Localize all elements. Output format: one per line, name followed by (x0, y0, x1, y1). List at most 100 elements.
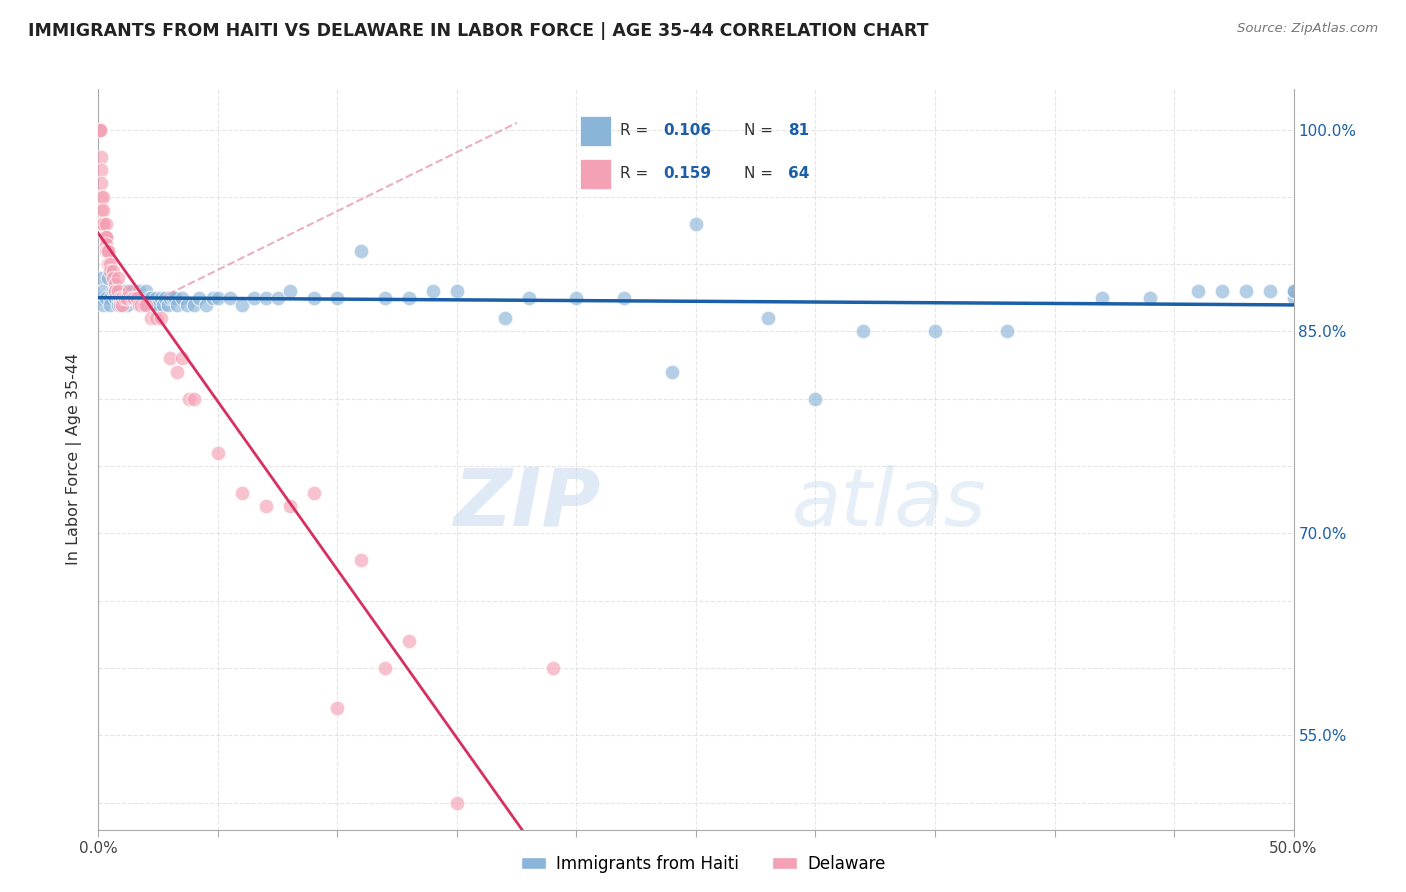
Point (231, 486, 253, 500)
Point (98, 257, 122, 271)
Point (97, 257, 120, 271)
Point (374, 291, 396, 305)
Point (159, 291, 181, 305)
Point (101, 264, 124, 278)
Point (125, 291, 148, 305)
Point (302, 486, 325, 500)
Point (166, 297, 188, 311)
Point (1282, 284, 1305, 298)
Point (90, 291, 112, 305)
Point (517, 291, 540, 305)
Point (108, 297, 131, 311)
Point (89, 122, 111, 136)
Point (995, 325, 1018, 339)
Point (107, 270, 129, 285)
Point (115, 291, 138, 305)
Point (90, 190, 112, 204)
Point (89, 122, 111, 136)
Point (90, 163, 112, 178)
Point (131, 297, 153, 311)
Point (94, 237, 117, 252)
Text: IMMIGRANTS FROM HAITI VS DELAWARE IN LABOR FORCE | AGE 35-44 CORRELATION CHART: IMMIGRANTS FROM HAITI VS DELAWARE IN LAB… (28, 22, 928, 40)
Point (139, 311, 162, 326)
Text: ZIP: ZIP (453, 465, 600, 543)
Point (278, 500, 301, 514)
Point (207, 291, 229, 305)
Point (446, 284, 468, 298)
Point (107, 291, 129, 305)
Point (231, 297, 253, 311)
Point (166, 365, 188, 379)
Point (91, 217, 114, 231)
Point (661, 365, 683, 379)
Point (132, 291, 155, 305)
Point (114, 284, 136, 298)
Point (118, 291, 141, 305)
Point (374, 661, 396, 675)
Point (852, 325, 875, 339)
Point (131, 291, 153, 305)
Point (149, 311, 172, 326)
Point (104, 284, 127, 298)
Point (98, 264, 122, 278)
Point (159, 351, 181, 366)
Point (219, 291, 242, 305)
Point (131, 297, 153, 311)
Point (183, 297, 205, 311)
Point (195, 297, 218, 311)
Point (613, 291, 636, 305)
Point (124, 291, 146, 305)
Point (326, 701, 349, 715)
Point (254, 500, 277, 514)
Point (152, 297, 174, 311)
Point (135, 284, 157, 298)
Point (179, 392, 201, 406)
Point (121, 291, 143, 305)
Point (101, 270, 124, 285)
Point (267, 291, 290, 305)
Point (118, 284, 141, 298)
Point (91, 217, 114, 231)
Point (187, 291, 209, 305)
Point (128, 297, 150, 311)
Point (350, 553, 373, 567)
Point (302, 291, 325, 305)
Point (422, 284, 444, 298)
Text: atlas: atlas (792, 465, 987, 543)
Point (172, 351, 194, 366)
Point (94, 291, 117, 305)
Point (90, 177, 112, 191)
Point (107, 297, 129, 311)
Point (163, 291, 186, 305)
Point (138, 291, 160, 305)
Point (89, 122, 111, 136)
Point (94, 244, 117, 258)
Point (924, 325, 946, 339)
Point (94, 230, 117, 244)
Point (114, 291, 136, 305)
Point (156, 297, 179, 311)
Point (541, 661, 564, 675)
Point (104, 277, 127, 292)
Point (202, 291, 225, 305)
Point (111, 284, 134, 298)
Point (139, 291, 162, 305)
Legend: Immigrants from Haiti, Delaware: Immigrants from Haiti, Delaware (515, 848, 891, 880)
Point (565, 291, 588, 305)
Point (804, 392, 827, 406)
Point (142, 297, 165, 311)
Point (104, 284, 127, 298)
Point (111, 291, 134, 305)
Point (1282, 291, 1305, 305)
Point (145, 311, 167, 326)
Point (121, 284, 143, 298)
Point (128, 284, 150, 298)
Point (350, 244, 373, 258)
Point (1282, 284, 1305, 298)
Point (1234, 284, 1257, 298)
Point (108, 291, 131, 305)
Point (685, 217, 707, 231)
Point (278, 284, 301, 298)
Point (494, 311, 516, 326)
Point (1139, 291, 1161, 305)
